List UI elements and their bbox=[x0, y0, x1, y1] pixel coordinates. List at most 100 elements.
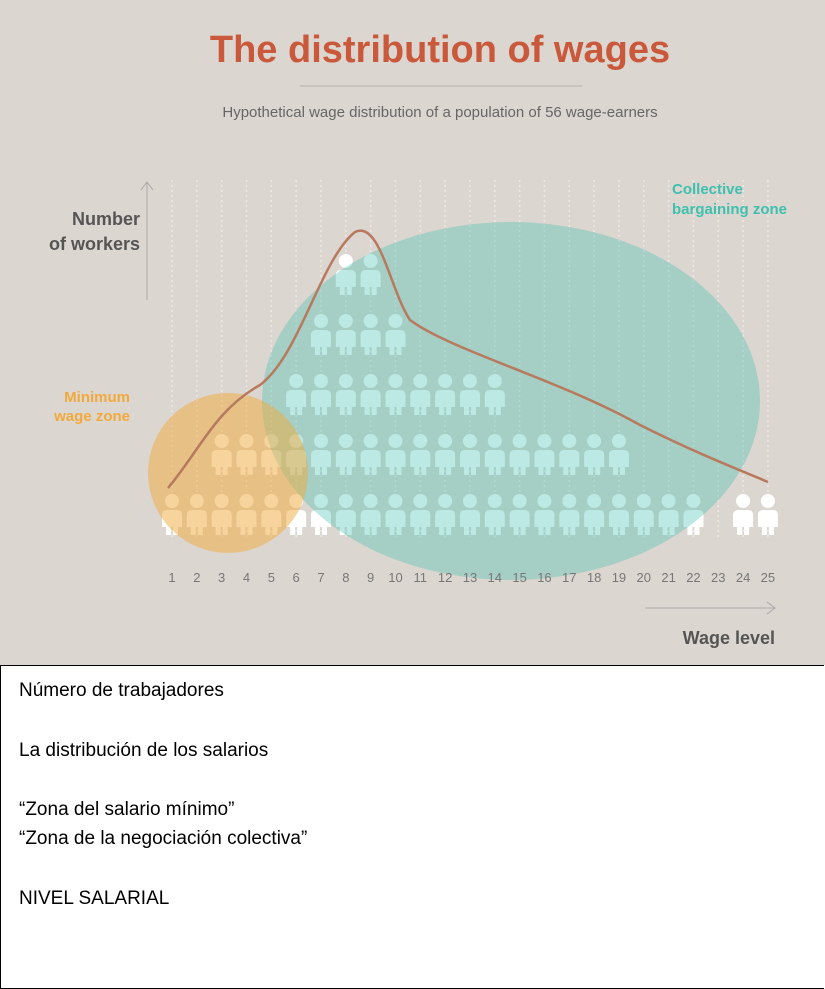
worker-body bbox=[360, 270, 381, 295]
zone-label: Minimum bbox=[64, 389, 130, 406]
worker-head bbox=[661, 494, 676, 508]
worker-body bbox=[310, 390, 331, 415]
worker-body bbox=[559, 450, 580, 475]
worker-body bbox=[658, 510, 679, 535]
worker-column bbox=[459, 374, 480, 535]
x-tick-label: 5 bbox=[268, 570, 275, 585]
worker-head bbox=[413, 434, 428, 448]
worker-column bbox=[608, 434, 629, 535]
worker-body bbox=[459, 510, 480, 535]
x-tick-label: 11 bbox=[414, 570, 428, 585]
x-tick-label: 12 bbox=[438, 570, 452, 585]
x-tick-label: 16 bbox=[537, 570, 551, 585]
zone-label: Collective bbox=[672, 181, 743, 198]
x-tick-label: 9 bbox=[367, 570, 374, 585]
worker-column bbox=[559, 434, 580, 535]
x-tick-label: 17 bbox=[562, 570, 576, 585]
worker-head bbox=[363, 434, 378, 448]
worker-head bbox=[611, 494, 626, 508]
worker-head bbox=[562, 494, 577, 508]
text-line: NIVEL SALARIAL bbox=[19, 888, 170, 909]
chart-subtitle: Hypothetical wage distribution of a popu… bbox=[222, 104, 657, 121]
worker-body bbox=[310, 510, 331, 535]
x-arrow-head bbox=[766, 601, 776, 615]
worker-body bbox=[360, 450, 381, 475]
worker-body bbox=[633, 510, 654, 535]
worker-column bbox=[385, 314, 406, 535]
worker-body bbox=[509, 450, 530, 475]
x-tick-label: 22 bbox=[686, 570, 700, 585]
y-label: Number bbox=[72, 209, 140, 229]
worker-body bbox=[584, 510, 605, 535]
worker-body bbox=[584, 450, 605, 475]
worker-body bbox=[410, 510, 431, 535]
worker-head bbox=[388, 434, 403, 448]
x-tick-label: 14 bbox=[488, 570, 502, 585]
x-tick-label: 3 bbox=[218, 570, 225, 585]
worker-head bbox=[487, 374, 502, 388]
worker-head bbox=[363, 254, 378, 268]
worker-head bbox=[338, 434, 353, 448]
x-tick-label: 8 bbox=[342, 570, 349, 585]
worker-head bbox=[388, 494, 403, 508]
worker-head bbox=[587, 434, 602, 448]
worker-head bbox=[562, 434, 577, 448]
worker-head bbox=[313, 434, 328, 448]
worker-body bbox=[608, 510, 629, 535]
worker-body bbox=[683, 510, 704, 535]
worker-body bbox=[385, 330, 406, 355]
worker-head bbox=[363, 494, 378, 508]
worker-body bbox=[757, 510, 778, 535]
x-tick-label: 7 bbox=[317, 570, 324, 585]
worker-body bbox=[385, 510, 406, 535]
worker-head bbox=[636, 494, 651, 508]
worker-column bbox=[335, 254, 356, 535]
worker-body bbox=[310, 330, 331, 355]
x-tick-label: 1 bbox=[168, 570, 175, 585]
x-tick-label: 19 bbox=[612, 570, 626, 585]
worker-column bbox=[484, 374, 505, 535]
worker-body bbox=[335, 450, 356, 475]
worker-head bbox=[338, 374, 353, 388]
worker-body bbox=[335, 330, 356, 355]
worker-body bbox=[335, 510, 356, 535]
worker-column bbox=[534, 434, 555, 535]
worker-body bbox=[360, 510, 381, 535]
zone-label: bargaining zone bbox=[672, 201, 787, 218]
worker-head bbox=[462, 494, 477, 508]
minimum-wage-zone bbox=[148, 393, 308, 553]
worker-body bbox=[608, 450, 629, 475]
worker-head bbox=[338, 254, 353, 268]
worker-body bbox=[435, 450, 456, 475]
worker-head bbox=[512, 434, 527, 448]
x-tick-label: 23 bbox=[711, 570, 725, 585]
worker-column bbox=[633, 494, 654, 535]
worker-column bbox=[435, 374, 456, 535]
worker-head bbox=[487, 494, 502, 508]
worker-body bbox=[484, 450, 505, 475]
worker-column bbox=[584, 434, 605, 535]
x-tick-label: 6 bbox=[293, 570, 300, 585]
worker-column bbox=[310, 314, 331, 535]
worker-body bbox=[360, 390, 381, 415]
worker-body bbox=[484, 390, 505, 415]
worker-head bbox=[363, 314, 378, 328]
background bbox=[0, 0, 825, 665]
worker-column bbox=[757, 494, 778, 535]
worker-head bbox=[462, 434, 477, 448]
worker-head bbox=[338, 494, 353, 508]
x-tick-label: 15 bbox=[512, 570, 526, 585]
worker-column bbox=[509, 434, 530, 535]
worker-head bbox=[413, 374, 428, 388]
worker-body bbox=[459, 390, 480, 415]
worker-head bbox=[438, 374, 453, 388]
worker-body bbox=[410, 450, 431, 475]
worker-body bbox=[385, 390, 406, 415]
worker-head bbox=[537, 494, 552, 508]
worker-head bbox=[313, 494, 328, 508]
x-tick-label: 24 bbox=[736, 570, 750, 585]
worker-body bbox=[435, 390, 456, 415]
trend-curve bbox=[167, 229, 769, 489]
x-tick-label: 10 bbox=[388, 570, 402, 585]
